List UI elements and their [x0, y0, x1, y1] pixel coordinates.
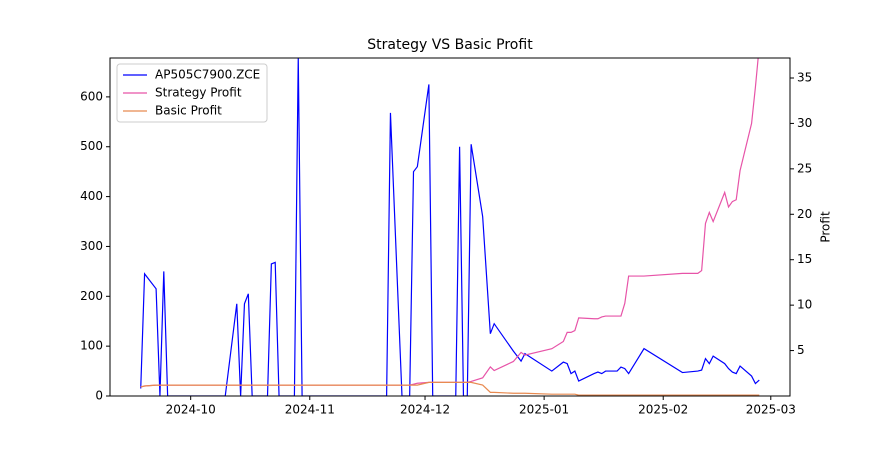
x-tick-label: 2025-01 [519, 403, 569, 417]
x-tick-label: 2024-11 [285, 403, 335, 417]
y2-tick-label: 15 [797, 252, 812, 266]
y2-tick-label: 20 [797, 207, 812, 221]
legend-box [116, 63, 268, 123]
y-tick-label: 200 [80, 289, 103, 303]
y-tick-label: 500 [80, 139, 103, 153]
x-tick-label: 2024-10 [166, 403, 216, 417]
y-tick-label: 300 [80, 239, 103, 253]
y2-tick-label: 35 [797, 70, 812, 84]
plot-area [140, 58, 760, 396]
y2-tick-label: 10 [797, 298, 812, 312]
legend-label: Strategy Profit [155, 86, 242, 100]
x-tick-label: 2025-02 [638, 403, 688, 417]
y2-tick-label: 25 [797, 161, 812, 175]
y2-tick-label: 5 [797, 343, 805, 357]
y-tick-label: 100 [80, 339, 103, 353]
y-tick-label: 400 [80, 189, 103, 203]
plot-frame [109, 57, 791, 397]
legend-label: Basic Profit [155, 104, 222, 118]
chart-title: Strategy VS Basic Profit [367, 37, 533, 53]
y2-axis-label: Profit [819, 211, 833, 243]
legend-label: AP505C7900.ZCE [155, 68, 260, 82]
series-line [140, 381, 760, 396]
series-line [140, 58, 760, 396]
y-tick-label: 0 [95, 389, 103, 403]
x-tick-label: 2024-12 [400, 403, 450, 417]
y-tick-label: 600 [80, 89, 103, 103]
y2-tick-label: 30 [797, 116, 812, 130]
x-tick-label: 2025-03 [746, 403, 796, 417]
